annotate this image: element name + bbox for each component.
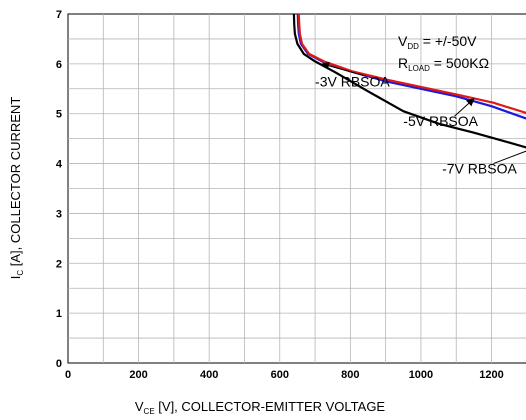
y-tick-label: 4 [56, 159, 63, 171]
series-annotation: -3V RBSOA [315, 73, 390, 89]
y-tick-label: 3 [56, 208, 62, 220]
y-tick-label: 0 [56, 358, 62, 370]
series-annotation: -7V RBSOA [442, 161, 517, 177]
vdd-condition: VDD = +/-50V [398, 33, 477, 51]
x-tick-label: 800 [341, 369, 359, 381]
x-tick-label: 1200 [479, 369, 503, 381]
series-annotation: -5V RBSOA [403, 113, 478, 129]
y-tick-label: 2 [56, 258, 62, 270]
annotation-arrow [493, 150, 526, 165]
tick-labels: 0200400600800100012001400160001234567 [56, 9, 504, 381]
x-tick-label: 0 [65, 369, 71, 381]
y-tick-label: 7 [56, 9, 62, 21]
x-tick-label: 200 [129, 369, 147, 381]
x-tick-label: 400 [200, 369, 218, 381]
y-axis-label: IC [A], COLLECTOR CURRENT [8, 97, 25, 280]
series-line [297, 13, 526, 115]
curves [292, 13, 526, 149]
rload-condition: RLOAD = 500KΩ [398, 55, 489, 73]
annotation-arrow [454, 98, 475, 117]
annotations: -3V RBSOA -5V RBSOA -7V RBSOA [315, 61, 526, 177]
x-tick-label: 600 [271, 369, 289, 381]
y-tick-label: 1 [56, 308, 62, 320]
series-line [292, 13, 526, 149]
x-tick-label: 1000 [409, 369, 433, 381]
x-axis-label: VCE [V], COLLECTOR-EMITTER VOLTAGE [135, 399, 386, 416]
y-tick-label: 6 [56, 59, 62, 71]
y-tick-label: 5 [56, 109, 62, 121]
grid [67, 13, 526, 364]
conditions-box: VDD = +/-50V RLOAD = 500KΩ [398, 33, 489, 73]
annotation-arrow [321, 61, 367, 77]
